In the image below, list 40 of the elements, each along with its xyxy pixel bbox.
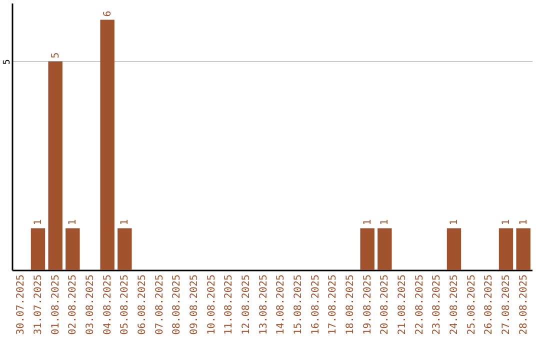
x-tick-label: 01.08.2025 (50, 274, 62, 335)
x-tick-label: 03.08.2025 (85, 274, 96, 335)
x-tick-label: 18.08.2025 (345, 274, 356, 335)
x-tick-label: 15.08.2025 (293, 274, 304, 335)
x-tick-label: 26.08.2025 (484, 274, 495, 335)
x-tick-label: 30.07.2025 (16, 274, 27, 335)
x-tick-label: 21.08.2025 (397, 274, 408, 335)
x-tick-label: 07.08.2025 (154, 274, 166, 335)
x-tick-label: 12.08.2025 (241, 274, 252, 335)
x-tick-label: 22.08.2025 (414, 274, 426, 335)
data-label: 1 (380, 219, 391, 226)
x-tick-label: 28.08.2025 (518, 274, 530, 335)
data-label: 1 (449, 219, 460, 226)
x-tick-label: 19.08.2025 (362, 274, 374, 335)
x-tick-label: 17.08.2025 (328, 274, 339, 335)
x-tick-label: 31.07.2025 (33, 274, 44, 335)
x-tick-label: 13.08.2025 (258, 274, 270, 335)
x-tick-label: 06.08.2025 (137, 274, 148, 335)
x-tick-label: 20.08.2025 (380, 274, 391, 335)
data-label: 5 (50, 52, 62, 58)
x-tick-label: 02.08.2025 (68, 274, 79, 335)
x-tick-label: 27.08.2025 (501, 274, 512, 335)
x-tick-label: 14.08.2025 (276, 274, 287, 335)
x-tick-label: 25.08.2025 (466, 274, 478, 335)
x-tick-label: 11.08.2025 (224, 274, 235, 335)
data-label: 1 (518, 219, 530, 226)
data-label: 1 (68, 219, 79, 226)
data-label: 1 (33, 219, 44, 226)
x-tick-label: 09.08.2025 (189, 274, 200, 335)
x-tick-label: 16.08.2025 (310, 274, 322, 335)
data-label: 1 (501, 219, 512, 226)
x-tick-label: 05.08.2025 (120, 274, 131, 335)
data-label: 1 (120, 219, 131, 226)
x-tick-label: 23.08.2025 (432, 274, 443, 335)
x-tick-label: 10.08.2025 (206, 274, 218, 335)
x-tick-label: 08.08.2025 (172, 274, 183, 335)
data-label: 6 (102, 10, 114, 17)
data-label: 1 (362, 219, 374, 226)
x-tick-label: 04.08.2025 (102, 274, 114, 335)
x-tick-label: 24.08.2025 (449, 274, 460, 335)
